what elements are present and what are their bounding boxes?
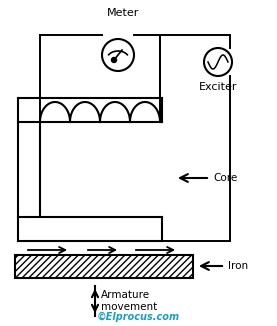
Text: ©Elprocus.com: ©Elprocus.com <box>96 312 179 322</box>
Text: Exciter: Exciter <box>199 82 237 92</box>
Bar <box>15 255 193 278</box>
Text: Meter: Meter <box>107 8 139 18</box>
Text: Core: Core <box>213 173 237 183</box>
Circle shape <box>204 48 232 76</box>
Circle shape <box>112 57 117 63</box>
Circle shape <box>102 39 134 71</box>
Text: Armature
movement: Armature movement <box>101 290 157 312</box>
Text: Iron: Iron <box>228 261 248 271</box>
